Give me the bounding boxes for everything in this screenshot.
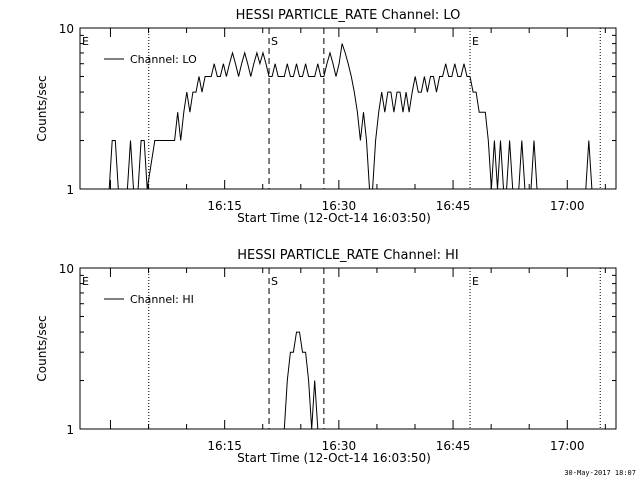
marker-label: S [271,35,278,48]
x-tick-label: 17:00 [550,199,585,213]
x-tick-label: 17:00 [550,439,585,453]
marker-label: E [82,275,89,288]
x-axis-label: Start Time (12-Oct-14 16:03:50) [237,211,431,225]
y-tick-label: 1 [66,183,74,197]
series-line [283,331,319,430]
x-axis-label: Start Time (12-Oct-14 16:03:50) [237,451,431,465]
y-tick-label: 1 [66,423,74,437]
marker-label: E [472,275,479,288]
legend-entry: Channel: LO [130,53,197,66]
marker-label: E [472,35,479,48]
plot-timestamp: 30-May-2017 18:07 [564,469,636,477]
plot-frame [79,267,617,430]
chart-title: HESSI PARTICLE_RATE Channel: HI [237,248,458,263]
y-tick-label: 10 [59,22,74,36]
y-tick-label: 10 [59,262,74,276]
y-axis-label: Counts/sec [35,75,49,141]
legend: Channel: HI [104,293,194,306]
marker-label: E [82,35,89,48]
chart-panel-2: HESSI PARTICLE_RATE Channel: HI 1 10 Counts… [35,248,617,465]
legend: Channel: LO [104,53,197,66]
series-line [108,43,593,190]
y-axis-label: Counts/sec [35,315,49,381]
plot-frame [79,27,617,190]
x-tick-label: 16:45 [436,199,471,213]
chart-panel-1: HESSI PARTICLE_RATE Channel: LO 1 10 Counts… [35,8,617,225]
legend-entry: Channel: HI [130,293,194,306]
chart-title: HESSI PARTICLE_RATE Channel: LO [236,8,461,23]
marker-label: S [271,275,278,288]
x-tick-label: 16:45 [436,439,471,453]
x-tick-label: 16:15 [207,439,242,453]
x-tick-label: 16:30 [322,199,357,213]
x-tick-label: 16:15 [207,199,242,213]
x-tick-label: 16:30 [322,439,357,453]
